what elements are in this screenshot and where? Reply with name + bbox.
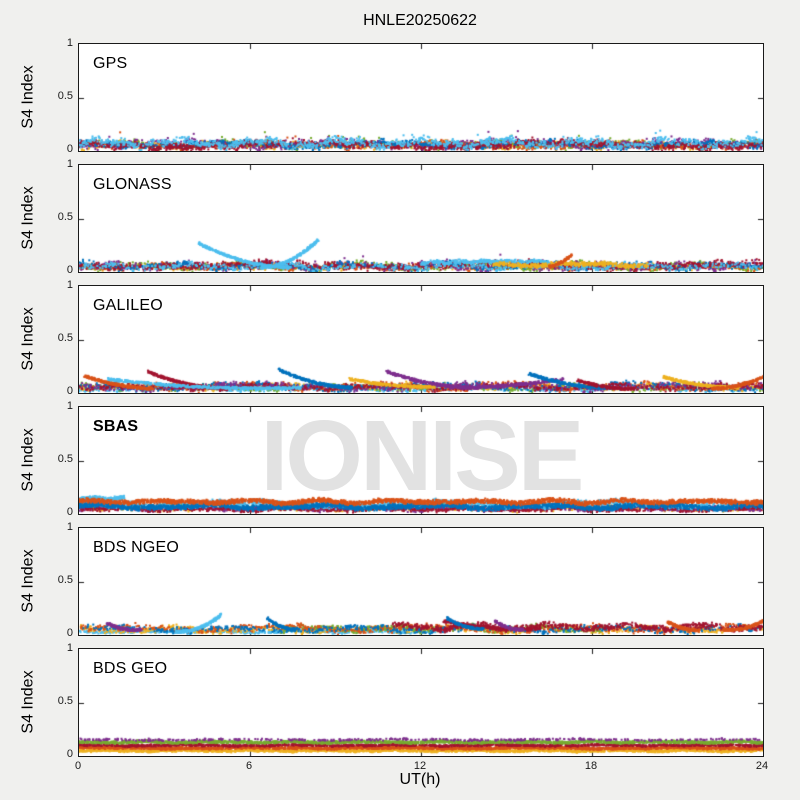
ytick-label: 0 <box>66 748 73 760</box>
ytick-label: 0 <box>66 143 73 155</box>
scatter-canvas-sbas <box>79 407 763 514</box>
ytick-label: 0 <box>66 385 73 397</box>
ytick-label: 0.5 <box>57 210 73 223</box>
ytick-label: 1 <box>66 521 73 533</box>
xtick-label: 6 <box>245 760 253 772</box>
panel-label-sbas: SBAS <box>93 418 139 435</box>
scatter-canvas-galileo <box>79 286 763 393</box>
panel-label-gps: GPS <box>93 55 128 72</box>
ytick-label: 0.5 <box>57 573 73 586</box>
ytick-label: 0.5 <box>57 452 73 465</box>
scatter-canvas-gps <box>79 44 763 151</box>
ytick-label: 1 <box>66 37 73 49</box>
panel-label-bds-geo: BDS GEO <box>93 660 168 677</box>
panel-label-bds-ngeo: BDS NGEO <box>93 539 180 556</box>
ytick-label: 1 <box>66 400 73 412</box>
y-axis-label: S4 Index <box>19 548 36 613</box>
panel-label-glonass: GLONASS <box>93 176 172 193</box>
xtick-label: 18 <box>584 760 598 772</box>
scatter-canvas-bds-geo <box>79 649 763 756</box>
y-axis-label: S4 Index <box>19 427 36 492</box>
panel-label-galileo: GALILEO <box>93 297 163 314</box>
x-axis-label: UT(h) <box>399 771 441 788</box>
y-axis-label: S4 Index <box>19 185 36 250</box>
xtick-label: 12 <box>413 760 427 772</box>
ytick-label: 1 <box>66 158 73 170</box>
ytick-label: 1 <box>66 642 73 654</box>
ytick-label: 0.5 <box>57 694 73 707</box>
figure-title: HNLE20250622 <box>363 12 477 29</box>
ytick-label: 0 <box>66 627 73 639</box>
panel-bds-ngeo: BDS NGEO <box>78 527 764 636</box>
y-axis-label: S4 Index <box>19 669 36 734</box>
xtick-label: 0 <box>74 760 82 772</box>
ytick-label: 1 <box>66 279 73 291</box>
panel-sbas: IONISESBAS <box>78 399 764 515</box>
ytick-label: 0 <box>66 264 73 276</box>
panel-galileo: GALILEO <box>78 285 764 394</box>
scatter-canvas-glonass <box>79 165 763 272</box>
y-axis-label: S4 Index <box>19 64 36 129</box>
xtick-label: 24 <box>755 760 769 772</box>
ytick-label: 0.5 <box>57 89 73 102</box>
ytick-label: 0.5 <box>57 331 73 344</box>
panel-glonass: GLONASS <box>78 164 764 273</box>
y-axis-label: S4 Index <box>19 306 36 371</box>
panel-gps: GPS <box>78 43 764 152</box>
scatter-canvas-bds-ngeo <box>79 528 763 635</box>
ytick-label: 0 <box>66 506 73 518</box>
panel-bds-geo: BDS GEO <box>78 648 764 757</box>
